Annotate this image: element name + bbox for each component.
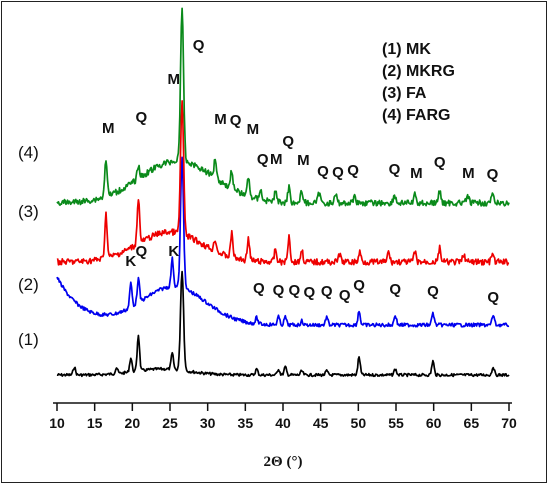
legend-entry-3: (3) FA xyxy=(382,85,427,102)
peak-label: Q xyxy=(317,163,329,180)
series-line-1 xyxy=(56,270,510,378)
peak-label: M xyxy=(410,165,423,182)
x-tick-label: 10 xyxy=(49,415,65,431)
peak-label: Q xyxy=(193,37,205,54)
peak-label: M xyxy=(214,111,227,128)
trace-tag-3: (3) xyxy=(18,202,39,221)
peak-label: Q xyxy=(273,282,285,299)
peak-label: Q xyxy=(487,289,499,306)
peak-label: M xyxy=(462,165,475,182)
peak-label: Q xyxy=(389,281,401,298)
peak-label: Q xyxy=(321,283,333,300)
x-tick-label: 55 xyxy=(388,415,404,431)
x-tick-label: 45 xyxy=(313,415,329,431)
x-tick-label: 50 xyxy=(351,415,367,431)
trace-tag-4: (4) xyxy=(18,143,39,162)
peak-label: Q xyxy=(339,287,351,304)
peak-label: Q xyxy=(427,283,439,300)
legend-entry-1: (1) MK xyxy=(382,41,431,58)
peak-label: K xyxy=(125,253,136,270)
peak-label: M xyxy=(297,152,310,169)
peak-label: Q xyxy=(136,109,148,126)
peak-label: Q xyxy=(332,164,344,181)
peak-label: Q xyxy=(136,243,148,260)
traces-layer xyxy=(56,7,510,378)
peak-label: Q xyxy=(347,162,359,179)
x-tick-label: 15 xyxy=(87,415,103,431)
legend-entry-2: (2) MKRG xyxy=(382,63,455,80)
peak-label: Q xyxy=(282,133,294,150)
peak-label: Q xyxy=(487,166,499,183)
peak-label: M xyxy=(168,71,181,88)
peak-label: M xyxy=(247,121,260,138)
x-tick-label: 65 xyxy=(464,415,480,431)
series-line-3 xyxy=(56,100,510,266)
legend-entry-4: (4) FARG xyxy=(382,107,450,124)
x-tick-label: 35 xyxy=(238,415,254,431)
peak-label: Q xyxy=(434,154,446,171)
peak-label: K xyxy=(168,243,179,260)
legend: (1) MK (2) MKRG (3) FA (4) FARG xyxy=(382,41,455,124)
trace-tag-2: (2) xyxy=(18,275,39,294)
x-axis-label: 2Θ (°) xyxy=(264,454,303,470)
series-line-2 xyxy=(56,156,510,328)
x-axis: 10 15 20 25 30 35 40 45 50 55 60 65 70 2Θ (°) xyxy=(49,402,517,470)
x-tick-label: 70 xyxy=(501,415,517,431)
trace-tag-1: (1) xyxy=(18,330,39,349)
x-tick-label: 25 xyxy=(162,415,178,431)
x-tick-label: 20 xyxy=(125,415,141,431)
x-tick-label: 60 xyxy=(426,415,442,431)
peak-label: Q xyxy=(304,284,316,301)
peak-label: Q xyxy=(257,151,269,168)
x-tick-label: 40 xyxy=(275,415,291,431)
peak-label: Q xyxy=(230,112,242,129)
peak-label: Q xyxy=(389,161,401,178)
peak-label: Q xyxy=(253,280,265,297)
peak-label: Q xyxy=(288,282,300,299)
x-tick-label: 30 xyxy=(200,415,216,431)
x-axis-ticks: 10 15 20 25 30 35 40 45 50 55 60 65 70 xyxy=(49,403,517,431)
series-line-4 xyxy=(56,7,510,207)
peak-label: M xyxy=(270,151,283,168)
peak-label: M xyxy=(102,120,115,137)
peak-label: Q xyxy=(353,277,365,294)
